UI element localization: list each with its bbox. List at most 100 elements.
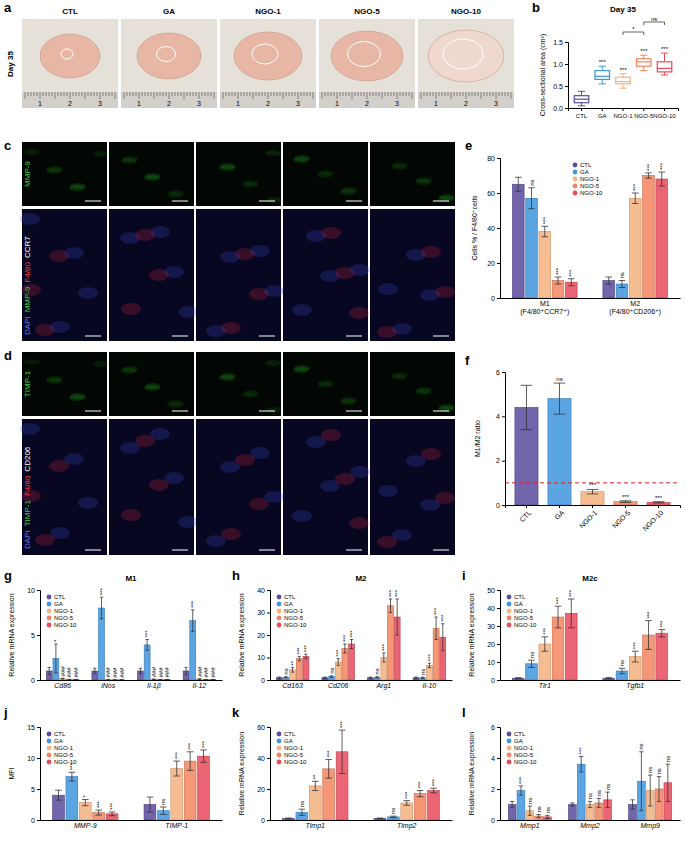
error-bar-cap	[312, 781, 319, 782]
ruler-tick	[271, 92, 272, 96]
significance: ns	[374, 668, 380, 674]
legend-swatch	[277, 616, 282, 621]
x-tick: MMP-9	[74, 820, 97, 829]
error-bar-cap	[554, 414, 566, 415]
significance: ***	[335, 649, 341, 657]
error-bar-stem	[621, 668, 622, 673]
x-tick-label: Tgfb1	[626, 682, 644, 690]
y-tick: 0.0	[553, 105, 568, 112]
error-bar	[187, 752, 194, 771]
image-bottom	[109, 419, 194, 555]
x-axis: CTLGANGO-1NGO-5NGO-10	[569, 108, 679, 119]
x-tick: Arg1	[375, 680, 391, 690]
error-bar-cap	[605, 678, 612, 679]
ruler-tick	[124, 92, 125, 99]
ruler-tick	[169, 92, 170, 99]
y-tick-label: 0.5	[553, 83, 563, 90]
error-bar	[414, 677, 417, 678]
error-bar-cap	[666, 764, 670, 765]
error-bar-cap	[389, 599, 392, 600]
error-bar-cap	[648, 806, 652, 807]
photo	[22, 19, 118, 108]
error-bar-cap	[198, 679, 201, 680]
image-texture	[265, 360, 281, 366]
y-tick: 60	[257, 724, 270, 731]
x-axis: Cd86iNosIl-1βIl-12	[41, 680, 223, 690]
y-tick-label: 0	[31, 677, 35, 684]
error-bar	[120, 679, 123, 680]
error-bar-cap	[403, 805, 410, 806]
lesion-outline	[443, 39, 483, 69]
y-tick-mark	[267, 613, 270, 614]
y-tick-mark	[37, 590, 40, 591]
significance: ns	[160, 799, 166, 805]
error-bar	[343, 644, 346, 653]
error-bar-stem	[71, 772, 72, 781]
ruler-tick	[34, 92, 35, 96]
image-texture	[242, 182, 258, 188]
tissue	[40, 34, 100, 78]
error-bar-cap	[632, 203, 639, 204]
scale-bar	[85, 550, 101, 551]
significance: ***	[632, 642, 638, 650]
ruler-tick	[178, 92, 179, 96]
error-bar	[542, 637, 549, 651]
error-bar-cap	[510, 801, 514, 802]
x-tick: Il-1β	[147, 680, 161, 690]
ruler-tick	[193, 92, 194, 96]
bar	[283, 818, 295, 820]
y-tick-label: 4	[496, 413, 500, 420]
image-texture	[50, 321, 70, 333]
legend-swatch	[277, 746, 282, 751]
panel-label: l	[462, 705, 466, 720]
bar	[387, 817, 399, 820]
x-tick-label: Timp2	[397, 822, 416, 830]
x-axis: Tlr1Tgfb1	[501, 680, 681, 690]
ruler-tick	[457, 92, 458, 96]
legend-label: NGO-1	[284, 608, 304, 614]
stain-label: DAPI	[23, 530, 32, 549]
significance: ###	[73, 667, 79, 678]
bar	[99, 608, 105, 680]
y-tick-mark	[565, 86, 568, 87]
significance-bracket	[623, 32, 644, 35]
y-tick: 0	[261, 817, 270, 824]
y-tick: 10	[27, 755, 40, 762]
box	[574, 96, 589, 103]
photo	[121, 19, 217, 108]
legend-swatch	[277, 760, 282, 765]
panel-label: c	[4, 138, 11, 153]
y-tick-label: 15	[27, 724, 35, 731]
x-tick-mark	[625, 505, 626, 508]
ruler-label: 1	[38, 100, 42, 107]
scale-bar	[172, 336, 188, 337]
bar	[401, 803, 413, 820]
bar	[73, 679, 79, 680]
legend-swatch	[573, 170, 578, 175]
error-bar	[389, 599, 392, 613]
ruler-tick	[400, 92, 401, 96]
bar	[196, 679, 202, 680]
error-bar	[350, 640, 353, 649]
error-bar-cap	[113, 679, 116, 680]
error-bar-cap	[528, 187, 535, 188]
error-bar	[330, 676, 333, 678]
ruler-tick	[502, 92, 503, 96]
bar	[276, 678, 282, 680]
error-bar-cap	[542, 226, 549, 227]
ruler-tick	[82, 92, 83, 96]
error-bar-cap	[159, 679, 162, 680]
plot-marks	[505, 383, 680, 505]
error-bar-cap	[653, 501, 665, 502]
ruler-tick	[46, 92, 47, 96]
error-bar-cap	[630, 809, 634, 810]
image-texture	[178, 306, 198, 318]
error-bar-cap	[632, 651, 639, 652]
error-bar-stem	[49, 667, 50, 674]
x-axis-line	[271, 820, 453, 821]
plot-marks	[46, 597, 215, 680]
y-tick-label: 2	[491, 786, 495, 793]
box-whisker-cap	[599, 83, 606, 84]
ruler-tick	[49, 92, 50, 96]
ruler-tick	[166, 92, 167, 96]
